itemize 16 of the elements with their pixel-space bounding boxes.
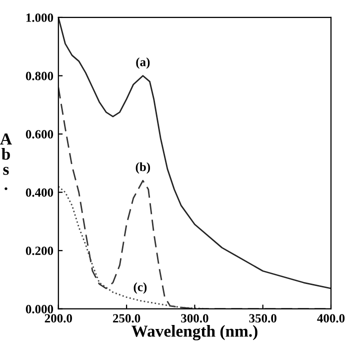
x-tick-label: 350.0 xyxy=(249,314,276,323)
x-tick-label: 200.0 xyxy=(44,314,72,323)
series-label: (b) xyxy=(136,162,150,174)
y-tick-label: 0.400 xyxy=(26,188,54,197)
y-tick-label: 0.600 xyxy=(26,130,54,139)
x-tick-label: 400.0 xyxy=(317,314,345,323)
series-label: (c) xyxy=(134,282,147,294)
y-tick-label: 0.000 xyxy=(26,304,54,314)
series-label: (a) xyxy=(136,57,150,69)
y-tick-label: 0.200 xyxy=(26,246,54,256)
y-axis-title: Abs. xyxy=(0,133,12,190)
x-tick-label: 250.0 xyxy=(113,314,140,323)
y-tick-label: 1.000 xyxy=(26,13,54,22)
x-tick-label: 300.0 xyxy=(181,314,208,323)
y-tick-label: 0.800 xyxy=(26,72,54,80)
x-axis-title: Wavelength (nm.) xyxy=(132,325,258,340)
